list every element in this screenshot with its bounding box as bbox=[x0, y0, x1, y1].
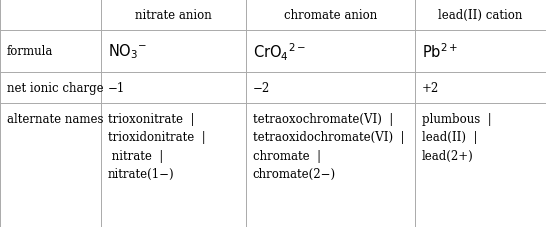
Text: alternate names: alternate names bbox=[7, 112, 104, 125]
Text: formula: formula bbox=[7, 45, 54, 58]
Text: $\mathrm{CrO_4}^{2-}$: $\mathrm{CrO_4}^{2-}$ bbox=[253, 41, 306, 62]
Text: trioxonitrate  |
trioxidonitrate  |
 nitrate  |
nitrate(1−): trioxonitrate | trioxidonitrate | nitrat… bbox=[108, 112, 206, 180]
Text: −1: −1 bbox=[108, 81, 126, 94]
Text: chromate anion: chromate anion bbox=[284, 9, 377, 22]
Text: lead(II) cation: lead(II) cation bbox=[438, 9, 523, 22]
Text: $\mathrm{Pb}^{2+}$: $\mathrm{Pb}^{2+}$ bbox=[422, 42, 458, 61]
Text: plumbous  |
lead(II)  |
lead(2+): plumbous | lead(II) | lead(2+) bbox=[422, 112, 492, 162]
Text: tetraoxochromate(VI)  |
tetraoxidochromate(VI)  |
chromate  |
chromate(2−): tetraoxochromate(VI) | tetraoxidochromat… bbox=[253, 112, 404, 180]
Text: net ionic charge: net ionic charge bbox=[7, 81, 104, 94]
Text: +2: +2 bbox=[422, 81, 440, 94]
Text: nitrate anion: nitrate anion bbox=[135, 9, 212, 22]
Text: −2: −2 bbox=[253, 81, 270, 94]
Text: $\mathrm{NO_3}^{-}$: $\mathrm{NO_3}^{-}$ bbox=[108, 42, 147, 61]
